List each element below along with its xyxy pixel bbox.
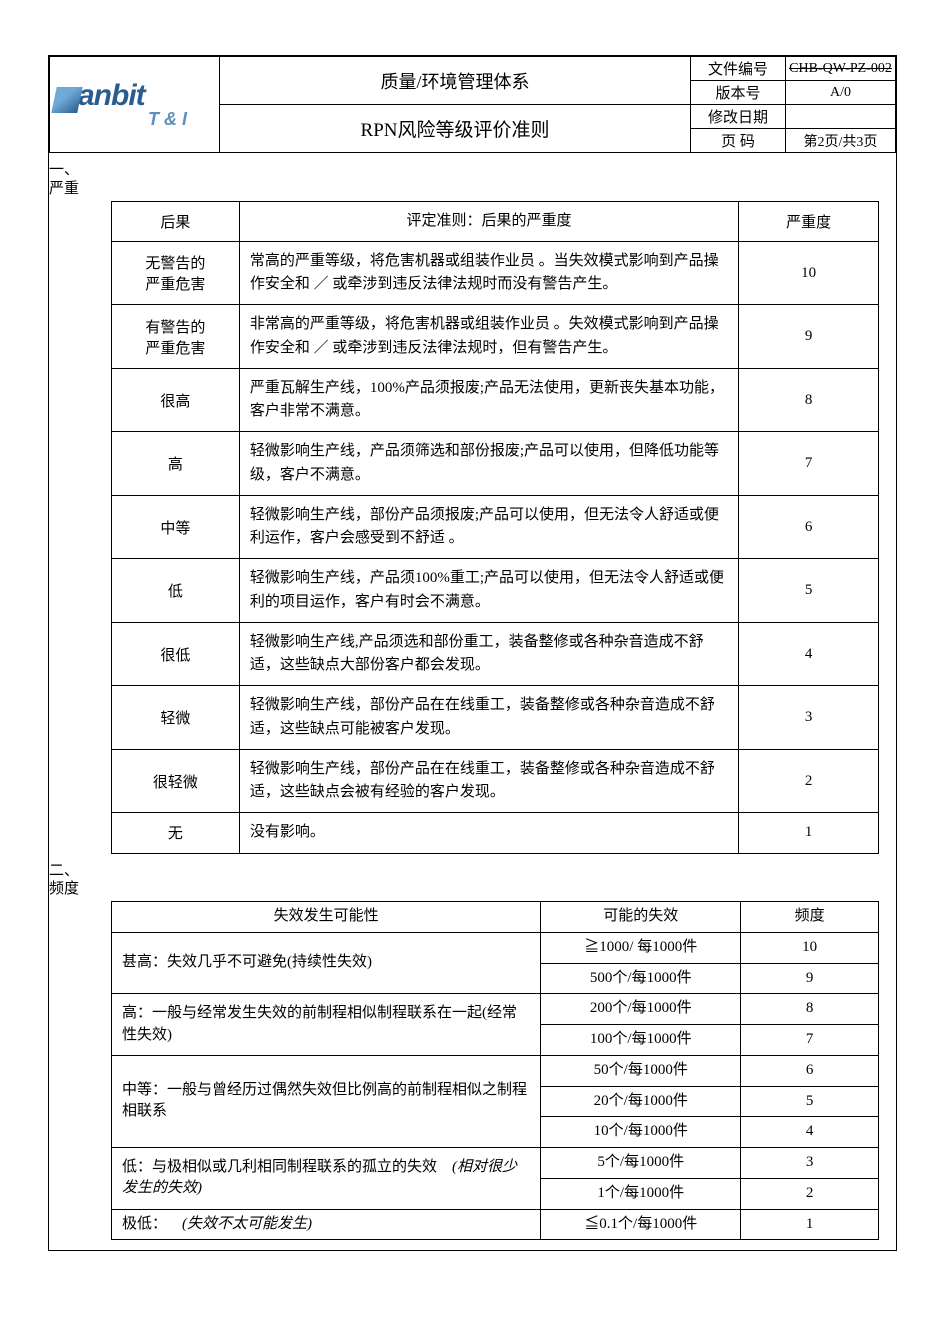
freq-prob: 甚高：失效几乎不可避免(持续性失效) <box>112 932 541 994</box>
severity-desc: 非常高的严重等级，将危害机器或组装作业员 。失效模式影响到产品操作安全和 ／ 或… <box>239 305 738 369</box>
table-row: 极低： (失效不太可能发生)≦0.1个/每1000件1 <box>112 1209 879 1240</box>
freq-rank: 6 <box>741 1055 879 1086</box>
doc-header-table: anbit T & I 质量/环境管理体系 文件编号 CHB-QW-PZ-002… <box>49 56 896 153</box>
severity-desc: 轻微影响生产线，部份产品在在线重工，装备整修或各种杂音造成不舒适，这些缺点可能被… <box>239 686 738 750</box>
severity-desc: 轻微影响生产线，产品须筛选和部份报废;产品可以使用，但降低功能等级，客户不满意。 <box>239 432 738 496</box>
severity-name: 很低 <box>112 622 240 686</box>
severity-rank: 7 <box>739 432 879 496</box>
severity-name: 无警告的严重危害 <box>112 241 240 305</box>
severity-desc: 轻微影响生产线，部份产品在在线重工，装备整修或各种杂音造成不舒适，这些缺点会被有… <box>239 749 738 813</box>
table-row: 失效发生可能性 可能的失效 频度 <box>112 902 879 933</box>
freq-prob: 高：一般与经常发生失效的前制程相似制程联系在一起(经常性失效) <box>112 994 541 1056</box>
freq-rank: 2 <box>741 1178 879 1209</box>
meta-val-1: A/0 <box>786 81 896 105</box>
freq-rate: ≧1000/ 每1000件 <box>541 932 741 963</box>
severity-desc: 严重瓦解生产线，100%产品须报废;产品无法使用，更新丧失基本功能，客户非常不满… <box>239 368 738 432</box>
severity-rank: 5 <box>739 559 879 623</box>
logo-subtext: T & I <box>54 109 215 130</box>
severity-name: 无 <box>112 813 240 853</box>
page-frame: anbit T & I 质量/环境管理体系 文件编号 CHB-QW-PZ-002… <box>48 55 897 1251</box>
section2-label: 二、 频度 <box>49 860 896 902</box>
freq-rank: 3 <box>741 1148 879 1179</box>
freq-rank: 4 <box>741 1117 879 1148</box>
table-row: 中等轻微影响生产线，部份产品须报废;产品可以使用，但无法令人舒适或便利运作，客户… <box>112 495 879 559</box>
meta-key-1: 版本号 <box>691 81 786 105</box>
freq-rate: 10个/每1000件 <box>541 1117 741 1148</box>
severity-name: 高 <box>112 432 240 496</box>
severity-name: 很轻微 <box>112 749 240 813</box>
title-line2: RPN风险等级评价准则 <box>220 105 691 153</box>
table-row: 高轻微影响生产线，产品须筛选和部份报废;产品可以使用，但降低功能等级，客户不满意… <box>112 432 879 496</box>
freq-rate: 500个/每1000件 <box>541 963 741 994</box>
table-row: 中等：一般与曾经历过偶然失效但比例高的前制程相似之制程相联系50个/每1000件… <box>112 1055 879 1086</box>
severity-name: 很高 <box>112 368 240 432</box>
meta-val-0: CHB-QW-PZ-002 <box>786 57 896 81</box>
severity-name: 低 <box>112 559 240 623</box>
severity-desc: 没有影响。 <box>239 813 738 853</box>
freq-prob: 中等：一般与曾经历过偶然失效但比例高的前制程相似之制程相联系 <box>112 1055 541 1147</box>
severity-rank: 10 <box>739 241 879 305</box>
logo-text: anbit <box>78 79 145 112</box>
freq-rank: 9 <box>741 963 879 994</box>
table-row: 轻微轻微影响生产线，部份产品在在线重工，装备整修或各种杂音造成不舒适，这些缺点可… <box>112 686 879 750</box>
table-row: 低轻微影响生产线，产品须100%重工;产品可以使用，但无法令人舒适或便利的项目运… <box>112 559 879 623</box>
severity-name: 轻微 <box>112 686 240 750</box>
logo-mark <box>51 87 83 113</box>
freq-rate: 5个/每1000件 <box>541 1148 741 1179</box>
table-row: 后果 评定准则：后果的严重度 严重度 <box>112 201 879 241</box>
table-row: 无警告的严重危害常高的严重等级，将危害机器或组装作业员 。当失效模式影响到产品操… <box>112 241 879 305</box>
col-header: 频度 <box>741 902 879 933</box>
table-row: 高：一般与经常发生失效的前制程相似制程联系在一起(经常性失效)200个/每100… <box>112 994 879 1025</box>
freq-rank: 8 <box>741 994 879 1025</box>
meta-key-2: 修改日期 <box>691 105 786 129</box>
title-line1: 质量/环境管理体系 <box>220 57 691 105</box>
severity-table: 后果 评定准则：后果的严重度 严重度 无警告的严重危害常高的严重等级，将危害机器… <box>111 201 879 854</box>
freq-rate: 20个/每1000件 <box>541 1086 741 1117</box>
table-row: 低：与极相似或几利相同制程联系的孤立的失效 (相对很少发生的失效)5个/每100… <box>112 1148 879 1179</box>
freq-rate: 200个/每1000件 <box>541 994 741 1025</box>
severity-desc: 轻微影响生产线，产品须100%重工;产品可以使用，但无法令人舒适或便利的项目运作… <box>239 559 738 623</box>
col-header: 可能的失效 <box>541 902 741 933</box>
severity-name: 中等 <box>112 495 240 559</box>
severity-desc: 轻微影响生产线,产品须选和部份重工，装备整修或各种杂音造成不舒适，这些缺点大部份… <box>239 622 738 686</box>
severity-rank: 9 <box>739 305 879 369</box>
severity-rank: 3 <box>739 686 879 750</box>
freq-rank: 5 <box>741 1086 879 1117</box>
table-row: 很高严重瓦解生产线，100%产品须报废;产品无法使用，更新丧失基本功能，客户非常… <box>112 368 879 432</box>
freq-rank: 7 <box>741 1025 879 1056</box>
freq-prob: 低：与极相似或几利相同制程联系的孤立的失效 (相对很少发生的失效) <box>112 1148 541 1210</box>
severity-desc: 轻微影响生产线，部份产品须报废;产品可以使用，但无法令人舒适或便利运作，客户会感… <box>239 495 738 559</box>
table-row: 无没有影响。1 <box>112 813 879 853</box>
freq-rate: 50个/每1000件 <box>541 1055 741 1086</box>
section1-label: 一、 严重 <box>49 159 896 201</box>
severity-desc: 常高的严重等级，将危害机器或组装作业员 。当失效模式影响到产品操作安全和 ／ 或… <box>239 241 738 305</box>
severity-name: 有警告的严重危害 <box>112 305 240 369</box>
freq-rate: 1个/每1000件 <box>541 1178 741 1209</box>
meta-key-3: 页 码 <box>691 129 786 153</box>
severity-rank: 8 <box>739 368 879 432</box>
meta-val-2 <box>786 105 896 129</box>
table-row: 很轻微轻微影响生产线，部份产品在在线重工，装备整修或各种杂音造成不舒适，这些缺点… <box>112 749 879 813</box>
table-row: 很低轻微影响生产线,产品须选和部份重工，装备整修或各种杂音造成不舒适，这些缺点大… <box>112 622 879 686</box>
col-header: 后果 <box>112 201 240 241</box>
freq-rank: 10 <box>741 932 879 963</box>
severity-rank: 2 <box>739 749 879 813</box>
table-row: 甚高：失效几乎不可避免(持续性失效)≧1000/ 每1000件10 <box>112 932 879 963</box>
logo-cell: anbit T & I <box>50 57 220 153</box>
frequency-table: 失效发生可能性 可能的失效 频度 甚高：失效几乎不可避免(持续性失效)≧1000… <box>111 901 879 1240</box>
meta-key-0: 文件编号 <box>691 57 786 81</box>
col-header: 评定准则：后果的严重度 <box>239 201 738 241</box>
severity-rank: 6 <box>739 495 879 559</box>
freq-rate: 100个/每1000件 <box>541 1025 741 1056</box>
col-header: 严重度 <box>739 201 879 241</box>
freq-prob: 极低： (失效不太可能发生) <box>112 1209 541 1240</box>
severity-rank: 4 <box>739 622 879 686</box>
freq-rate: ≦0.1个/每1000件 <box>541 1209 741 1240</box>
col-header: 失效发生可能性 <box>112 902 541 933</box>
severity-rank: 1 <box>739 813 879 853</box>
freq-rank: 1 <box>741 1209 879 1240</box>
table-row: 有警告的严重危害非常高的严重等级，将危害机器或组装作业员 。失效模式影响到产品操… <box>112 305 879 369</box>
meta-val-3: 第2页/共3页 <box>786 129 896 153</box>
